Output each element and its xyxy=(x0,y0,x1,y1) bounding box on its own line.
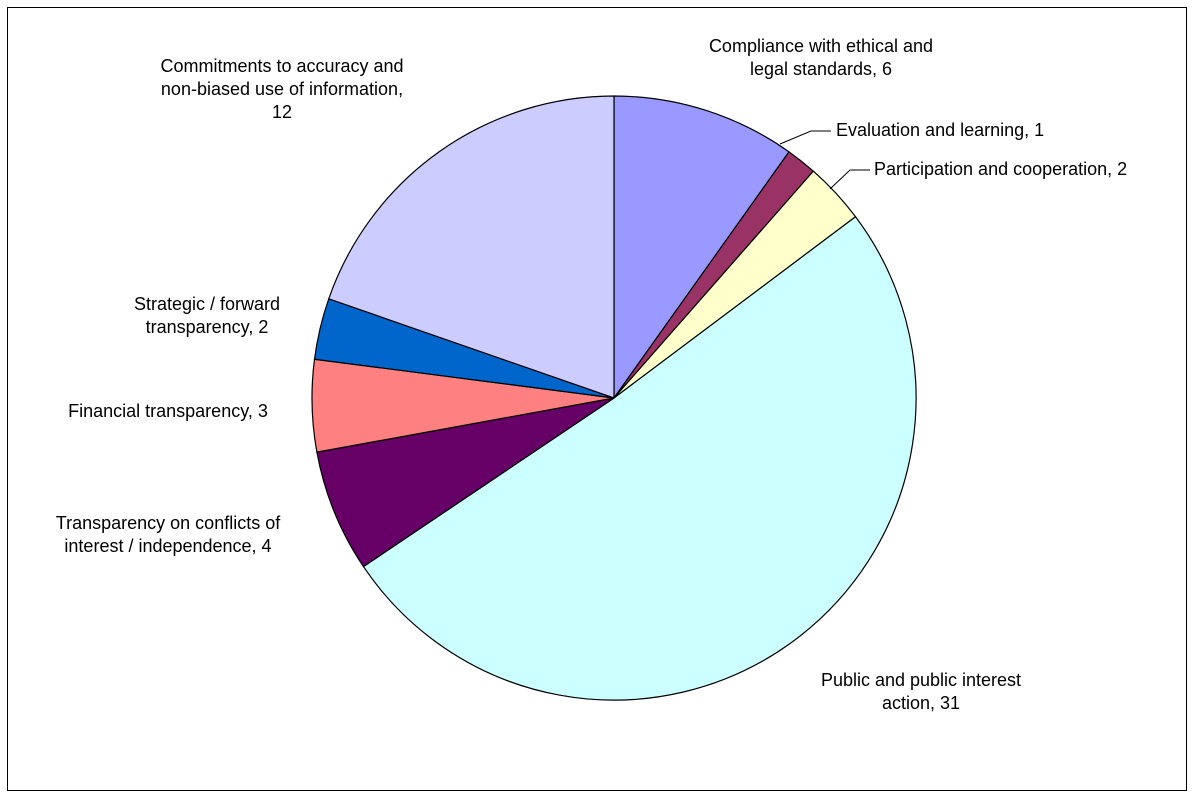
leader-line-evaluation-and-learning xyxy=(779,130,831,145)
leader-lines xyxy=(779,130,870,190)
slice-label-commitments-to-accuracy-and-non-biased-use-of-information: Commitments to accuracy and non-biased us… xyxy=(160,56,403,122)
slice-label-line: legal standards, 6 xyxy=(750,59,892,79)
pie-slices xyxy=(311,95,917,701)
slice-label-line: Transparency on conflicts of xyxy=(56,513,281,533)
slice-label-transparency-on-conflicts-of-interest-independence: Transparency on conflicts of interest / i… xyxy=(56,513,281,556)
slice-label-line: Commitments to accuracy and xyxy=(160,56,403,76)
slice-labels: Compliance with ethical and legal standar… xyxy=(56,36,1127,713)
slice-label-line: 12 xyxy=(272,102,292,122)
slice-label-financial-transparency: Financial transparency, 3 xyxy=(68,401,268,421)
slice-label-line: Public and public interest xyxy=(821,670,1021,690)
slice-label-line: Compliance with ethical and xyxy=(709,36,933,56)
slice-label-line: Financial transparency, 3 xyxy=(68,401,268,421)
slice-label-line: Strategic / forward xyxy=(134,294,280,314)
slice-label-line: non-biased use of information, xyxy=(161,79,403,99)
pie-slice-commitments-to-accuracy-and-non-biased-use-of-information xyxy=(328,95,615,399)
slice-label-evaluation-and-learning: Evaluation and learning, 1 xyxy=(836,120,1044,140)
slice-label-compliance-with-ethical-and-legal-standards: Compliance with ethical and legal standar… xyxy=(709,36,933,79)
slice-label-public-and-public-interest-action: Public and public interest action, 31 xyxy=(821,670,1021,713)
slice-label-line: interest / independence, 4 xyxy=(64,536,271,556)
slice-label-line: Evaluation and learning, 1 xyxy=(836,120,1044,140)
pie-slice-compliance-with-ethical-and-legal-standards xyxy=(613,95,790,399)
leader-line-participation-and-cooperation xyxy=(829,169,870,190)
slice-label-strategic-forward-transparency: Strategic / forward transparency, 2 xyxy=(134,294,280,337)
slice-label-line: action, 31 xyxy=(882,693,960,713)
pie-slice-public-and-public-interest-action xyxy=(362,216,917,701)
slice-label-participation-and-cooperation: Participation and cooperation, 2 xyxy=(874,159,1127,179)
pie-slice-transparency-on-conflicts-of-interest-independence xyxy=(316,397,615,568)
slice-label-line: Participation and cooperation, 2 xyxy=(874,159,1127,179)
slice-label-line: transparency, 2 xyxy=(146,317,269,337)
